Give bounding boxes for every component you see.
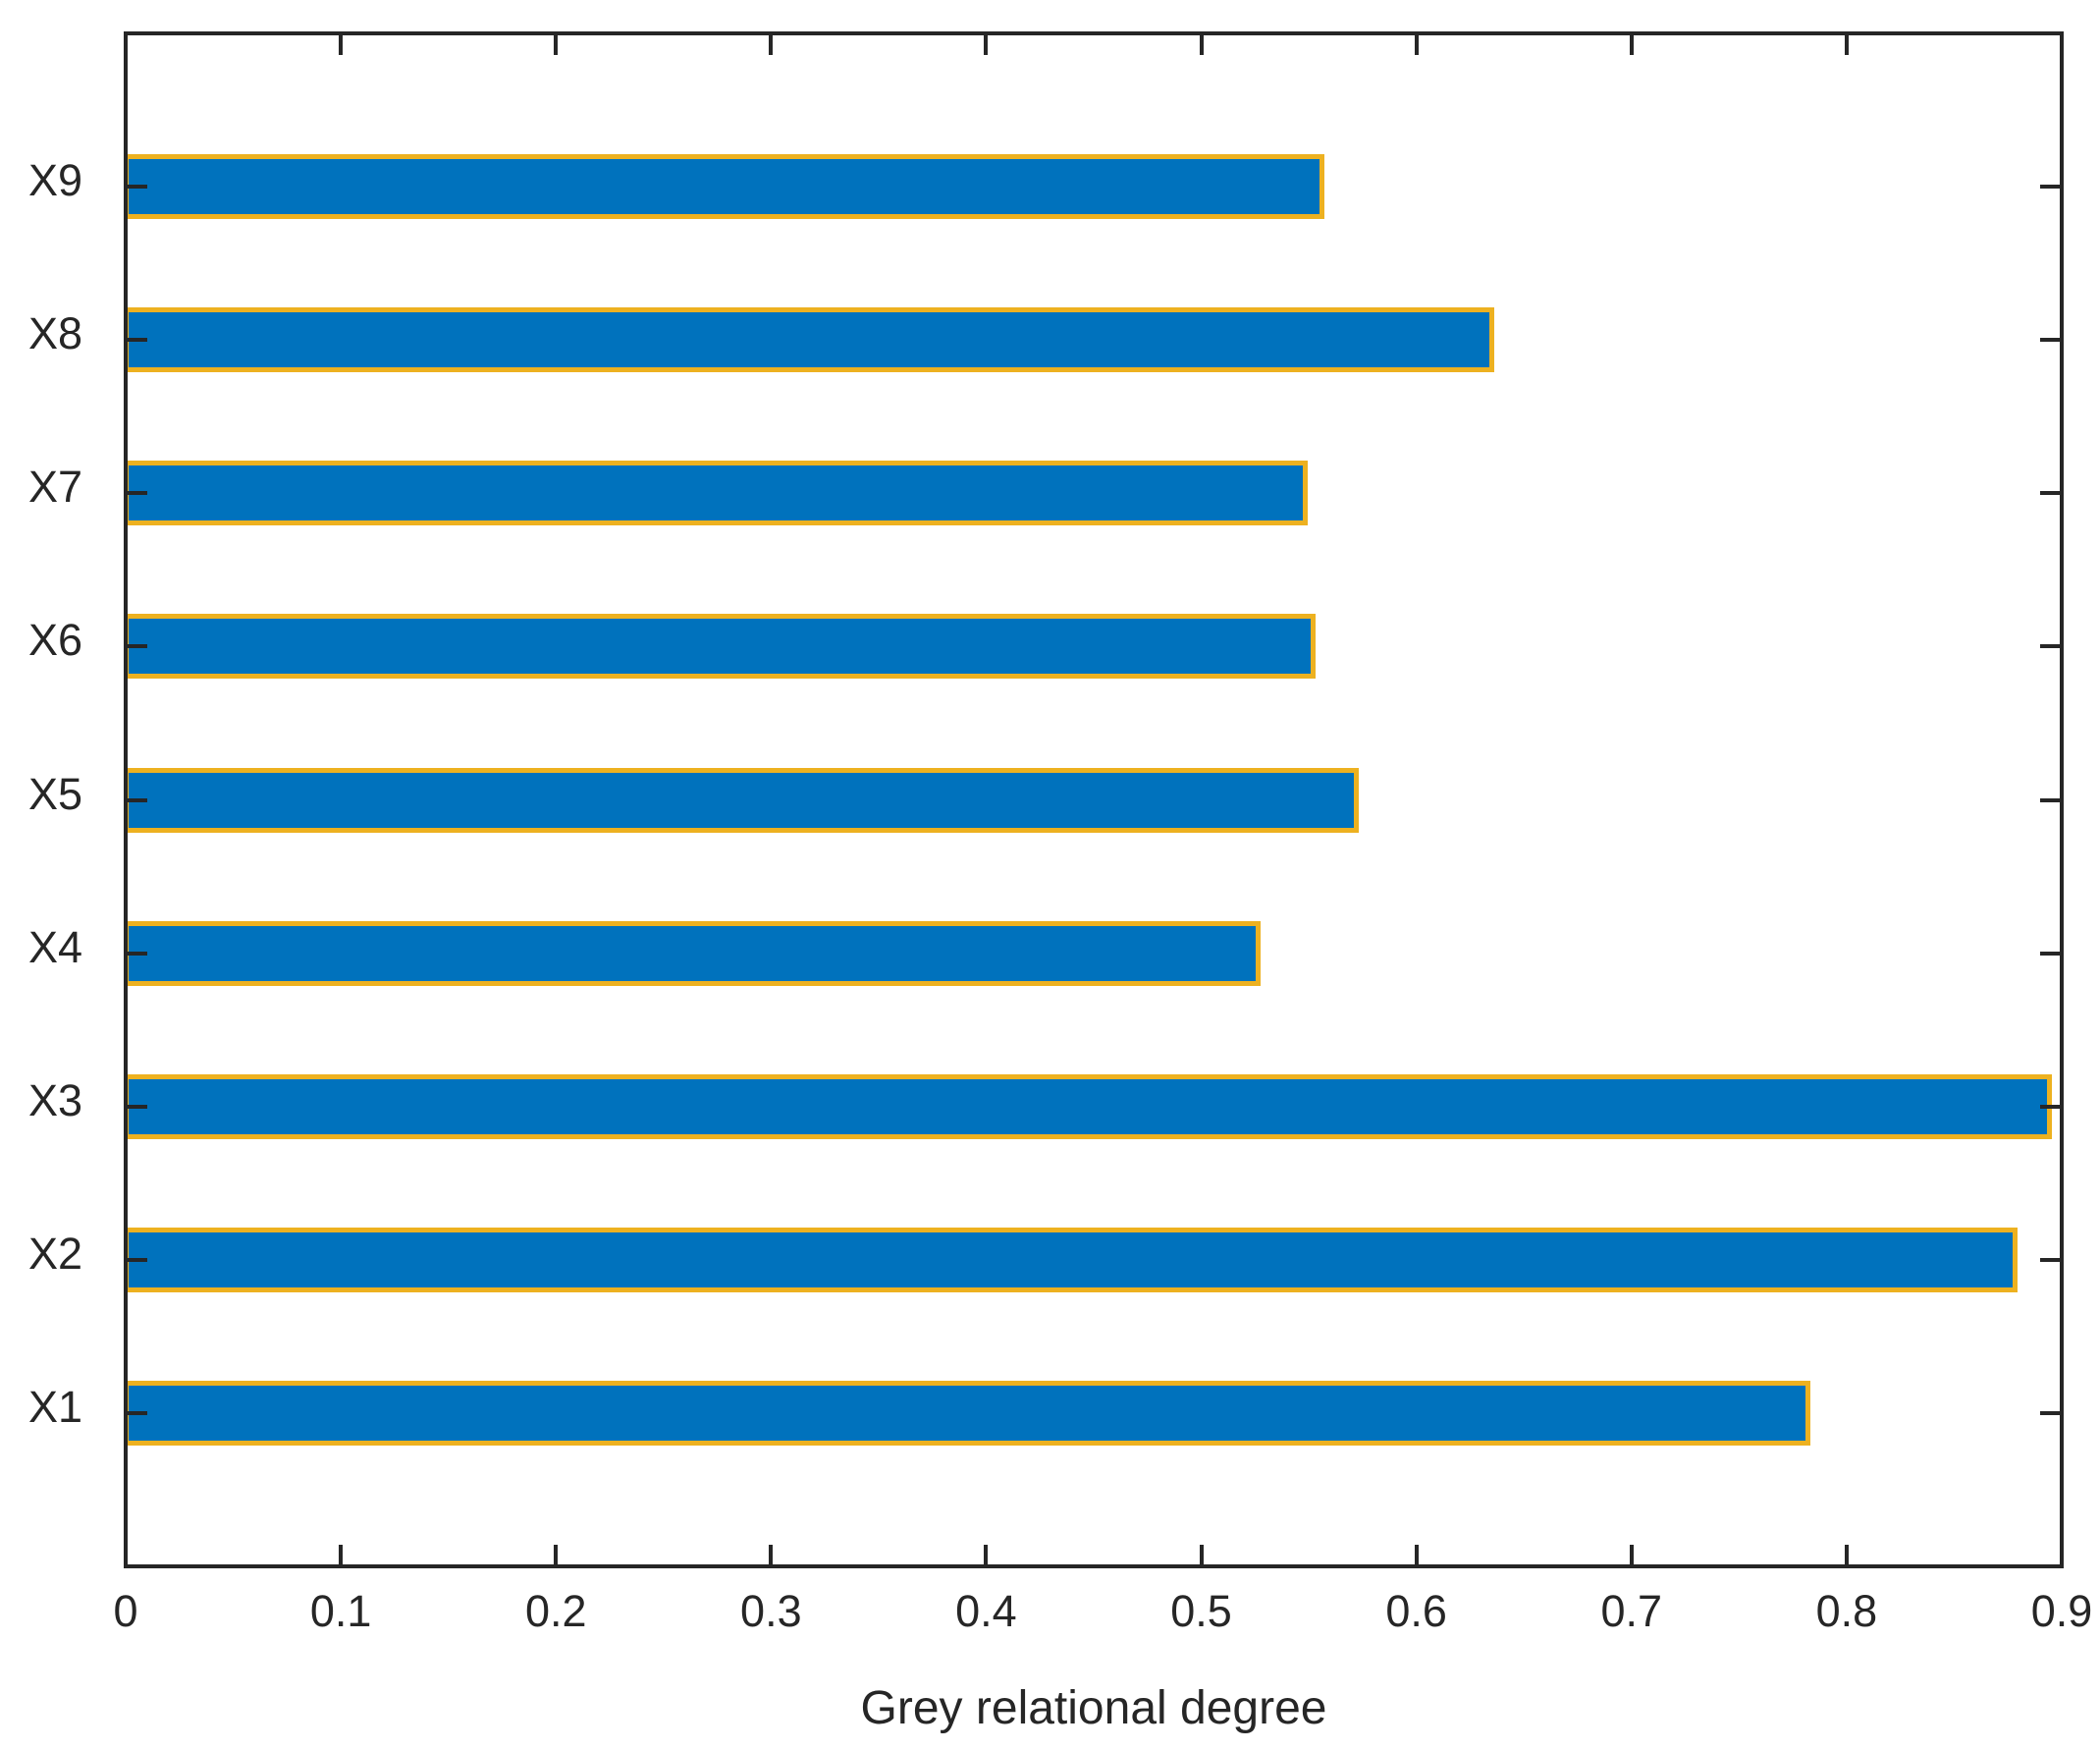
y-tick-right-X4 xyxy=(2040,951,2062,956)
x-tick-label-0.6: 0.6 xyxy=(1385,1586,1447,1636)
x-tick-top-0.7 xyxy=(1629,33,1634,55)
x-tick-bottom-0.3 xyxy=(769,1545,774,1566)
y-tick-right-X9 xyxy=(2040,185,2062,190)
bar-X4 xyxy=(124,920,1261,986)
y-tick-left-X6 xyxy=(126,644,147,649)
x-tick-top-0 xyxy=(124,33,128,55)
y-tick-right-X5 xyxy=(2040,797,2062,802)
y-tick-label-X6: X6 xyxy=(27,615,82,666)
x-tick-top-0.5 xyxy=(1199,33,1204,55)
x-tick-bottom-0.5 xyxy=(1199,1545,1204,1566)
y-tick-left-X9 xyxy=(126,185,147,190)
y-tick-right-X6 xyxy=(2040,644,2062,649)
x-tick-top-0.2 xyxy=(554,33,559,55)
x-tick-label-0.4: 0.4 xyxy=(955,1586,1017,1636)
x-tick-bottom-0.6 xyxy=(1414,1545,1419,1566)
x-tick-bottom-0.7 xyxy=(1629,1545,1634,1566)
x-tick-label-0.7: 0.7 xyxy=(1600,1586,1663,1636)
y-tick-left-X8 xyxy=(126,338,147,343)
x-tick-label-0.1: 0.1 xyxy=(309,1586,372,1636)
y-tick-label-X8: X8 xyxy=(27,308,82,359)
x-tick-top-0.3 xyxy=(769,33,774,55)
x-tick-top-0.1 xyxy=(339,33,344,55)
bar-X2 xyxy=(124,1227,2018,1292)
y-tick-left-X1 xyxy=(126,1410,147,1415)
bar-X7 xyxy=(124,461,1308,526)
x-tick-top-0.6 xyxy=(1414,33,1419,55)
y-tick-right-X7 xyxy=(2040,491,2062,496)
x-tick-label-0: 0 xyxy=(113,1586,138,1636)
x-tick-bottom-0.2 xyxy=(554,1545,559,1566)
y-tick-right-X3 xyxy=(2040,1104,2062,1109)
bar-X8 xyxy=(124,307,1495,373)
bar-X9 xyxy=(124,154,1325,220)
x-tick-top-0.8 xyxy=(1844,33,1849,55)
y-tick-label-X9: X9 xyxy=(27,155,82,206)
x-tick-label-0.3: 0.3 xyxy=(740,1586,802,1636)
x-tick-bottom-0.4 xyxy=(984,1545,989,1566)
bar-X1 xyxy=(124,1380,1811,1446)
x-axis-label: Grey relational degree xyxy=(860,1682,1327,1734)
y-tick-right-X8 xyxy=(2040,338,2062,343)
x-tick-bottom-0.9 xyxy=(2060,1545,2064,1566)
bar-X6 xyxy=(124,614,1317,680)
y-tick-right-X2 xyxy=(2040,1257,2062,1262)
y-tick-left-X7 xyxy=(126,491,147,496)
y-tick-left-X4 xyxy=(126,951,147,956)
x-tick-label-0.9: 0.9 xyxy=(2030,1586,2093,1636)
x-tick-label-0.2: 0.2 xyxy=(524,1586,587,1636)
y-tick-label-X5: X5 xyxy=(27,768,82,819)
x-tick-top-0.4 xyxy=(984,33,989,55)
x-tick-label-0.8: 0.8 xyxy=(1815,1586,1878,1636)
x-tick-bottom-0.1 xyxy=(339,1545,344,1566)
x-tick-bottom-0.8 xyxy=(1844,1545,1849,1566)
y-tick-label-X3: X3 xyxy=(27,1074,82,1125)
x-tick-label-0.5: 0.5 xyxy=(1170,1586,1232,1636)
y-tick-left-X5 xyxy=(126,797,147,802)
y-tick-label-X4: X4 xyxy=(27,921,82,972)
x-tick-top-0.9 xyxy=(2060,33,2064,55)
y-tick-right-X1 xyxy=(2040,1410,2062,1415)
y-tick-left-X3 xyxy=(126,1104,147,1109)
y-tick-label-X7: X7 xyxy=(27,462,82,513)
y-tick-label-X2: X2 xyxy=(27,1228,82,1279)
y-tick-left-X2 xyxy=(126,1257,147,1262)
bar-X5 xyxy=(124,767,1360,833)
x-tick-bottom-0 xyxy=(124,1545,128,1566)
bar-X3 xyxy=(124,1073,2052,1139)
y-tick-label-X1: X1 xyxy=(27,1381,82,1432)
